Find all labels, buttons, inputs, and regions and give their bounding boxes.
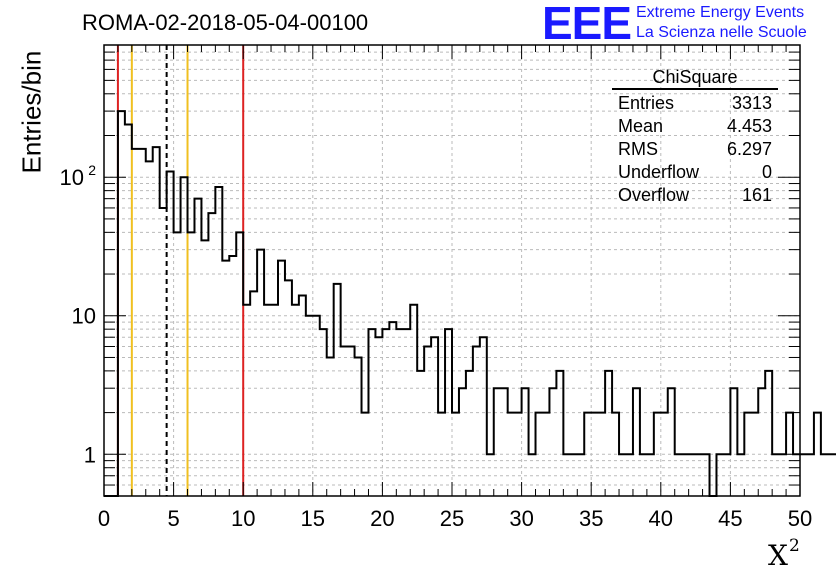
x-tick-label: 15 — [301, 506, 325, 531]
y-tick-label: 10 — [72, 304, 96, 329]
stats-value: 6.297 — [726, 139, 772, 159]
stats-label: Mean — [618, 116, 664, 136]
x-axis-label-base: X — [768, 539, 788, 572]
stats-row-mean: Mean 4.453 — [612, 115, 778, 138]
stats-label: Underflow — [618, 162, 700, 182]
x-axis-label-exponent: 2 — [788, 536, 800, 556]
x-tick-label: 50 — [788, 506, 812, 531]
x-tick-label: 30 — [509, 506, 533, 531]
stats-row-rms: RMS 6.297 — [612, 138, 778, 161]
y-tick-label: 1 — [84, 442, 96, 467]
y-tick-label: 10 — [60, 165, 84, 190]
stats-label: Entries — [618, 93, 675, 113]
stats-label: Overflow — [618, 185, 690, 205]
x-tick-label: 35 — [579, 506, 603, 531]
x-tick-label: 20 — [370, 506, 394, 531]
x-tick-label: 10 — [231, 506, 255, 531]
stats-label: RMS — [618, 139, 658, 159]
x-axis-label: X2 — [768, 536, 800, 572]
logo-line-2: La Scienza nelle Scuole — [636, 24, 807, 41]
stats-value: 3313 — [731, 93, 772, 113]
stats-value: 161 — [741, 185, 772, 205]
eee-logo: EEE — [542, 0, 632, 49]
stats-row-overflow: Overflow 161 — [612, 184, 778, 207]
stats-value: 0 — [761, 162, 772, 182]
histogram-series — [104, 110, 836, 497]
logo-line-1: Extreme Energy Events — [636, 4, 805, 21]
stats-title: ChiSquare — [612, 66, 778, 90]
x-tick-label: 5 — [167, 506, 179, 531]
stats-value: 4.453 — [726, 116, 772, 136]
x-tick-label: 25 — [440, 506, 464, 531]
stats-box: ChiSquare Entries 3313 Mean 4.453 RMS 6.297… — [612, 66, 778, 207]
y-tick-label-exponent: 2 — [88, 162, 96, 178]
x-tick-label: 40 — [649, 506, 673, 531]
stats-row-underflow: Underflow 0 — [612, 161, 778, 184]
chart-title: ROMA-02-2018-05-04-00100 — [82, 10, 369, 35]
x-tick-label: 0 — [98, 506, 110, 531]
x-tick-label: 45 — [718, 506, 742, 531]
stats-row-entries: Entries 3313 — [612, 92, 778, 115]
